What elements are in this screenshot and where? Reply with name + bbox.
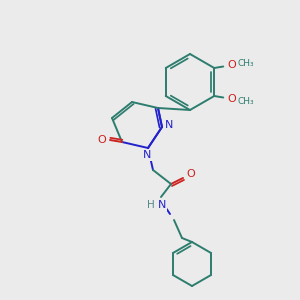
Text: CH₃: CH₃ xyxy=(238,58,255,68)
Text: N: N xyxy=(143,150,151,160)
Text: N: N xyxy=(165,120,173,130)
Text: CH₃: CH₃ xyxy=(238,97,255,106)
Text: O: O xyxy=(228,94,237,104)
Text: O: O xyxy=(228,60,237,70)
Text: H: H xyxy=(147,200,155,210)
Text: O: O xyxy=(98,135,106,145)
Text: O: O xyxy=(187,169,195,179)
Text: N: N xyxy=(158,200,166,210)
